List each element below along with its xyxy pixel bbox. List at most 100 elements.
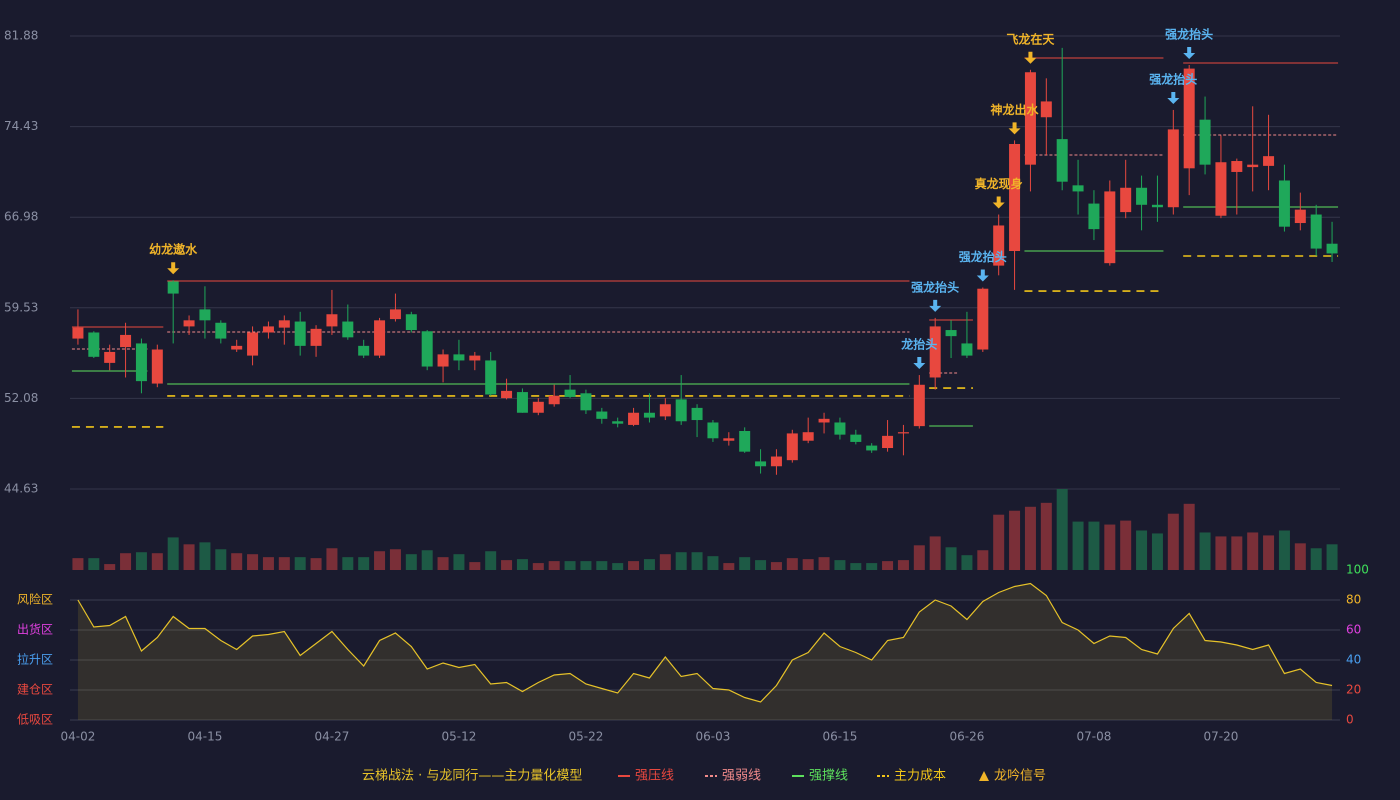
candle-body	[786, 433, 798, 461]
candle-body	[929, 326, 941, 378]
x-tick-label: 05-22	[569, 730, 604, 744]
volume-bar	[215, 549, 227, 570]
volume-bar	[1040, 502, 1052, 570]
signal-label: 强龙抬头	[911, 279, 959, 294]
x-tick-label: 04-27	[315, 730, 350, 744]
candle-body	[247, 332, 259, 356]
volume-bar	[1151, 533, 1163, 570]
candle-body	[1263, 156, 1275, 166]
volume-bar	[1120, 520, 1132, 570]
y-tick-label: 59.53	[4, 300, 38, 314]
oscillator-line	[77, 582, 1333, 703]
volume-bar	[897, 560, 909, 570]
signal-arrow	[913, 357, 926, 370]
candle-body	[1024, 72, 1036, 165]
candle-body	[945, 330, 957, 337]
candle-body	[1215, 162, 1227, 216]
volume-bar	[564, 561, 576, 570]
volume-bar	[501, 560, 513, 570]
volume-bar	[1278, 530, 1290, 570]
volume-bar	[88, 558, 100, 570]
volume-bar	[802, 559, 814, 570]
y-tick-label: 66.98	[4, 210, 38, 224]
volume-bar	[770, 562, 782, 570]
candle-body	[405, 314, 417, 331]
candle-body	[501, 390, 513, 399]
candle-body	[1183, 68, 1195, 169]
candle-body	[326, 314, 338, 327]
candle-body	[389, 309, 401, 320]
candle-body	[596, 411, 608, 419]
volume-bar	[72, 558, 84, 570]
volume-bar	[104, 564, 116, 570]
x-tick-label: 06-15	[823, 730, 858, 744]
y2-tick-label: 80	[1346, 593, 1361, 607]
volume-bar	[294, 557, 306, 570]
candle-body	[183, 320, 195, 327]
signal-label: 幼龙遨水	[149, 242, 198, 257]
candle-body	[310, 328, 322, 346]
candle-body	[1009, 143, 1021, 252]
volume-bar	[850, 563, 862, 570]
volume-bar	[723, 563, 735, 570]
zone-label: 出货区	[17, 622, 53, 637]
candle-body	[1104, 191, 1116, 264]
candle-body	[485, 360, 497, 395]
volume-bar	[659, 554, 671, 570]
x-tick-label: 04-15	[188, 730, 223, 744]
candle-body	[850, 434, 862, 442]
volume-bar	[310, 558, 322, 570]
volume-bar	[548, 561, 560, 570]
volume-bar	[1294, 543, 1306, 570]
volume-bar	[469, 562, 481, 570]
volume-bar	[1215, 536, 1227, 570]
candle-body	[1040, 101, 1052, 118]
signal-label: 飞龙在天	[1006, 31, 1055, 46]
volume-bar	[929, 536, 941, 570]
candle-body	[913, 384, 925, 427]
signal-arrow	[1024, 51, 1037, 64]
volume-bar	[374, 551, 386, 570]
candle-body	[1056, 139, 1068, 182]
candle-body	[1310, 214, 1322, 249]
candle-body	[437, 354, 449, 367]
volume-bar	[596, 561, 608, 570]
candle-body	[802, 432, 814, 441]
legend-marker	[979, 771, 989, 781]
volume-bar	[183, 544, 195, 570]
signal-arrow	[1183, 46, 1196, 59]
signal-label: 强龙抬头	[959, 249, 1007, 264]
volume-bar	[977, 550, 989, 570]
volume-bar	[516, 559, 528, 570]
x-tick-label: 06-03	[696, 730, 731, 744]
volume-bar	[135, 552, 147, 570]
volume-bar	[532, 563, 544, 570]
candle-body	[1136, 187, 1148, 205]
volume-bar	[389, 549, 401, 570]
candle-body	[961, 343, 973, 356]
volume-bar	[1183, 503, 1195, 570]
signal-label: 真龙现身	[975, 176, 1023, 191]
candle-body	[88, 332, 100, 357]
volume-bar	[739, 557, 751, 570]
y2-tick-label: 100	[1346, 563, 1369, 577]
volume-bar	[882, 561, 894, 570]
candle-body	[770, 456, 782, 467]
candle-body	[358, 345, 370, 356]
volume-bar	[326, 548, 338, 570]
signal-arrow	[1167, 91, 1180, 104]
volume-bar	[1104, 524, 1116, 570]
x-tick-label: 06-26	[950, 730, 985, 744]
y2-tick-label: 20	[1346, 683, 1361, 697]
volume-bar	[913, 545, 925, 570]
volume-bar	[1009, 510, 1021, 570]
y2-tick-label: 0	[1346, 713, 1354, 727]
candle-body	[104, 351, 116, 363]
candle-body	[1120, 187, 1132, 213]
caption: 云梯战法 · 与龙同行——主力量化模型	[362, 769, 582, 784]
volume-bar	[1167, 513, 1179, 570]
legend-label: 强撑线	[809, 769, 848, 784]
volume-bar	[1231, 536, 1243, 570]
oscillator-area	[77, 583, 1333, 720]
